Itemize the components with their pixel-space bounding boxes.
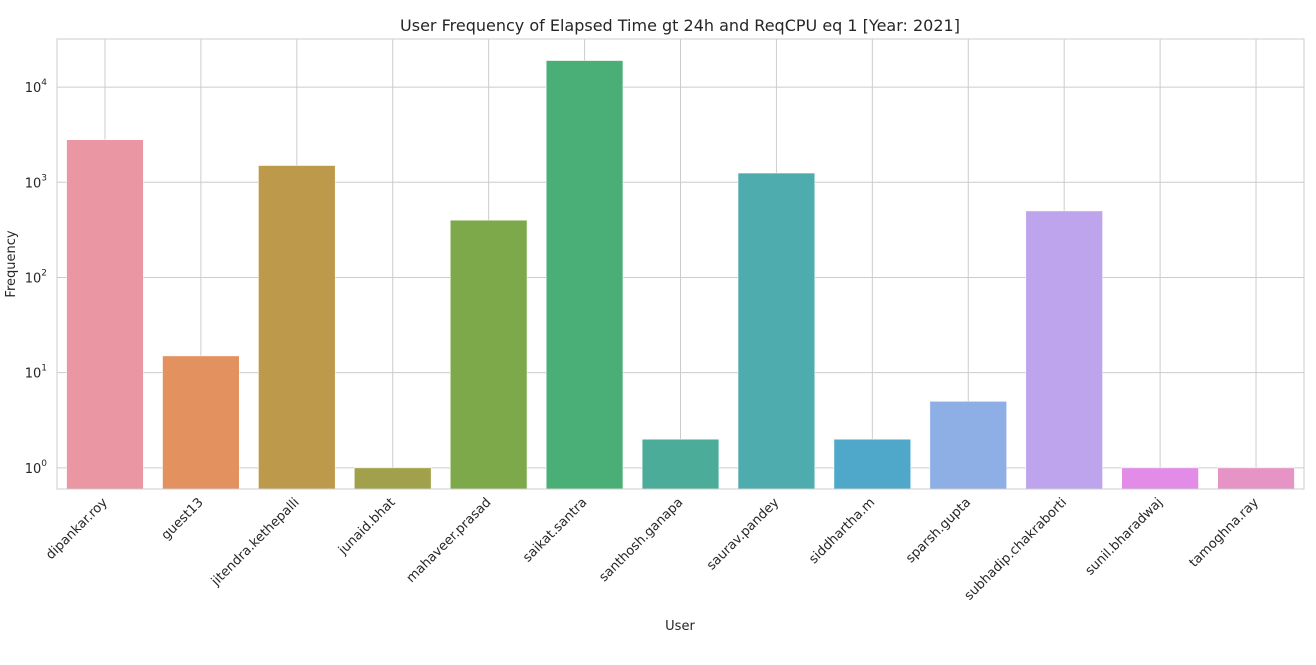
- x-tick-label: siddhartha.m: [806, 495, 878, 567]
- bar-saurav-pandey: [737, 172, 816, 490]
- y-tick-label: 103: [25, 173, 47, 191]
- y-tick-base: 10: [25, 81, 42, 96]
- chart-title: User Frequency of Elapsed Time gt 24h an…: [400, 16, 960, 35]
- y-tick-base: 10: [25, 367, 42, 382]
- y-tick-exponent: 1: [41, 364, 47, 374]
- bar-mahaveer-prasad: [450, 219, 528, 490]
- x-tick-label: dipankar.roy: [43, 495, 111, 563]
- x-tick-label: santhosh.ganapa: [596, 495, 686, 585]
- y-tick-exponent: 2: [41, 268, 47, 278]
- bar-santhosh-ganapa: [641, 438, 720, 490]
- bars: [66, 60, 1295, 490]
- x-tick-labels: dipankar.roy guest13 jitendra.kethepalli ju…: [43, 495, 1262, 604]
- y-tick-exponent: 4: [41, 78, 47, 88]
- y-tick-base: 10: [25, 176, 42, 191]
- y-tick-label: 100: [25, 459, 48, 477]
- bar-tamoghna-ray: [1217, 467, 1295, 490]
- x-tick-label: guest13: [159, 495, 207, 543]
- y-tick-base: 10: [25, 271, 42, 286]
- y-tick-base: 10: [25, 462, 42, 477]
- bar-sunil-bharadwaj: [1121, 467, 1199, 490]
- plot-frame: [56, 38, 1305, 490]
- x-tick-label: saikat.santra: [520, 495, 590, 565]
- y-tick-exponent: 3: [41, 173, 47, 183]
- bar-guest13: [162, 355, 240, 490]
- x-tick-label: junaid.bhat: [335, 495, 398, 558]
- bar-dipankar-roy: [66, 139, 144, 490]
- bar-sparsh-gupta: [929, 401, 1007, 490]
- x-tick-label: sparsh.gupta: [903, 495, 974, 566]
- y-tick-label: 101: [25, 364, 47, 382]
- bar-jitendra-kethepalli: [258, 165, 336, 490]
- x-tick-label: saurav.pandey: [704, 495, 782, 573]
- bar-subhadip-chakraborti: [1025, 210, 1103, 490]
- y-tick-exponent: 0: [41, 459, 47, 469]
- x-tick-label: tamoghna.ray: [1187, 495, 1263, 571]
- x-tick-label: mahaveer.prasad: [404, 495, 495, 586]
- x-tick-label: jitendra.kethepalli: [208, 495, 303, 590]
- x-axis-label: User: [665, 619, 695, 634]
- bar-saikat-santra: [545, 60, 624, 490]
- y-tick-label: 104: [25, 78, 48, 96]
- x-tick-label: subhadip.chakraborti: [962, 495, 1070, 603]
- bar-junaid-bhat: [354, 467, 432, 490]
- y-tick-label: 102: [25, 268, 47, 286]
- y-axis-label: Frequency: [4, 230, 19, 297]
- x-tick-label: sunil.bharadwaj: [1083, 495, 1166, 578]
- bar-siddhartha-m: [833, 438, 911, 490]
